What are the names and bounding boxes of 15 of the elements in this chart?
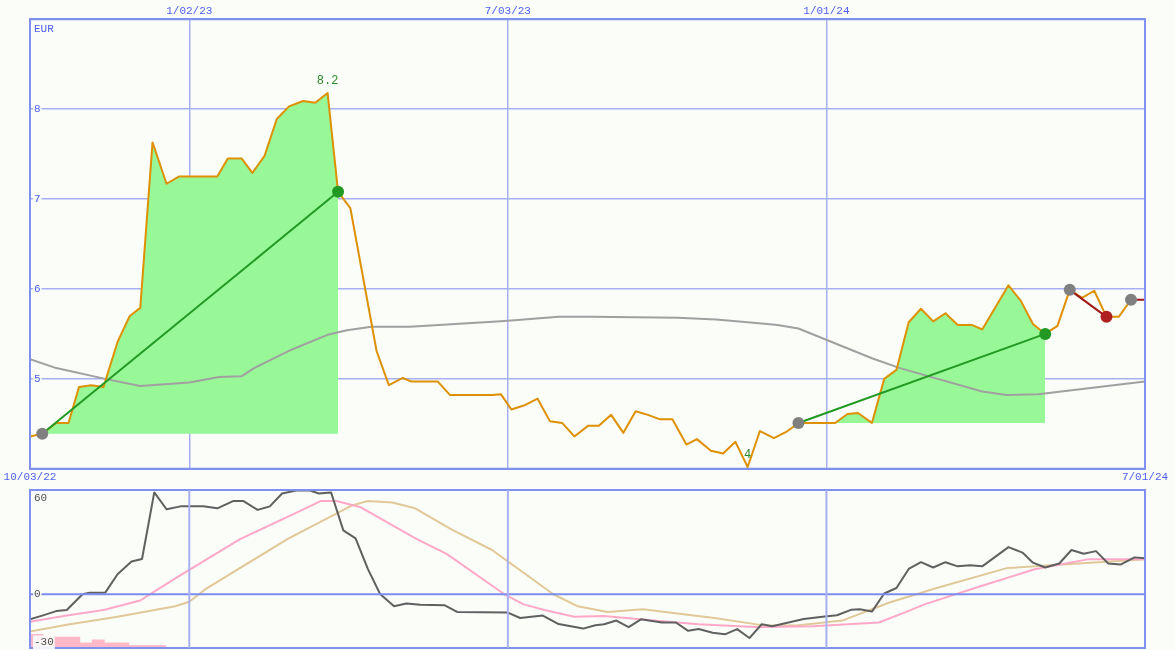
x-tick-label: 10/03/22 [3, 471, 57, 484]
x-tick-label: 7/01/24 [1121, 471, 1169, 484]
x2-tick-label: 1/02/23 [166, 4, 213, 17]
y-axis-title: EUR [34, 22, 55, 35]
y-tick-label: 0 [34, 588, 41, 601]
y-tick-label: 6 [34, 282, 41, 295]
x2-tick-label: 7/03/23 [484, 4, 531, 17]
x2-tick-label: 1/01/24 [803, 4, 850, 17]
y-tick-label: 60 [34, 491, 48, 504]
y-tick-label: 5 [34, 372, 41, 385]
annotation: 4 [744, 448, 752, 463]
annotation: 8.2 [316, 74, 339, 89]
y-tick-label: -30 [34, 636, 54, 649]
y-tick-label: 7 [34, 192, 41, 205]
y-tick-label: 8 [34, 103, 41, 116]
